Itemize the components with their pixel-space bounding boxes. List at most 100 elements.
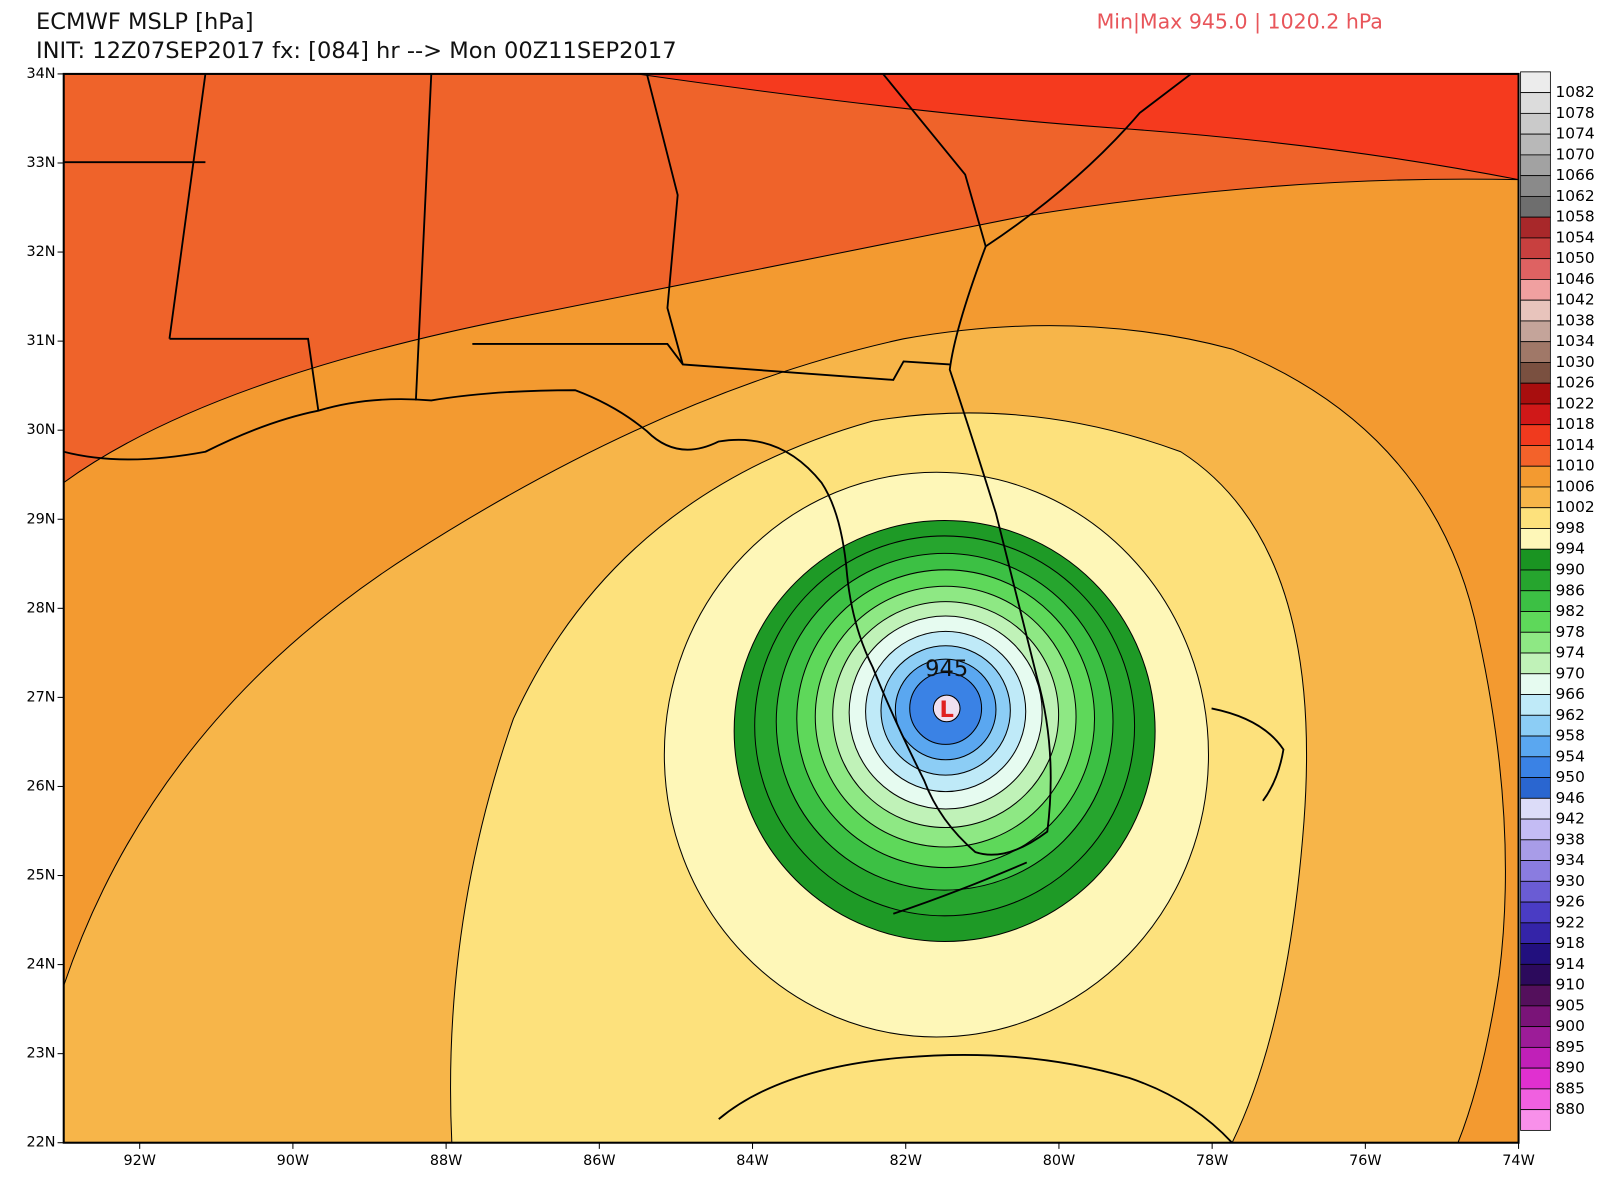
lat-label: 31N xyxy=(26,333,55,349)
colorbar-label: 1042 xyxy=(1556,291,1595,309)
colorbar-label: 1002 xyxy=(1556,498,1595,516)
colorbar-label: 1070 xyxy=(1556,145,1595,163)
colorbar-label: 990 xyxy=(1556,561,1585,579)
colorbar-label: 982 xyxy=(1556,602,1585,620)
colorbar-label: 914 xyxy=(1556,955,1585,973)
colorbar-swatch xyxy=(1520,1088,1551,1111)
colorbar-swatch xyxy=(1520,1026,1551,1048)
lat-label: 30N xyxy=(26,422,55,438)
colorbar-swatch xyxy=(1520,1046,1551,1069)
colorbar-label: 885 xyxy=(1556,1079,1585,1097)
colorbar-label: 1030 xyxy=(1556,353,1595,371)
colorbar-label: 1054 xyxy=(1556,228,1595,246)
fill-band xyxy=(932,694,961,723)
colorbar-swatch xyxy=(1520,424,1551,446)
colorbar-swatch xyxy=(1520,195,1551,218)
colorbar-label: 994 xyxy=(1556,540,1585,558)
colorbar-swatch xyxy=(1520,258,1551,280)
colorbar-swatch xyxy=(1520,341,1551,363)
colorbar-swatch xyxy=(1520,860,1551,882)
colorbar-label: 1058 xyxy=(1556,208,1595,226)
colorbar-label: 930 xyxy=(1556,872,1585,890)
colorbar-swatch xyxy=(1520,984,1551,1007)
colorbar-swatch xyxy=(1520,880,1551,903)
state-borders xyxy=(63,73,987,411)
map-title: ECMWF MSLP [hPa] xyxy=(36,9,254,35)
colorbar-swatch xyxy=(1520,922,1551,945)
colorbar-label: 954 xyxy=(1556,747,1585,765)
colorbar-label: 1062 xyxy=(1556,187,1595,205)
center-pressure-label: 945 xyxy=(925,656,968,682)
colorbar-swatch xyxy=(1520,279,1551,301)
colorbar-label: 934 xyxy=(1556,851,1585,869)
colorbar-swatch xyxy=(1520,735,1551,758)
colorbar-swatch xyxy=(1520,1005,1551,1028)
colorbar-label: 986 xyxy=(1556,581,1585,599)
lon-label: 74W xyxy=(1502,1153,1534,1169)
low-marker: L xyxy=(939,697,953,723)
colorbar-label: 1082 xyxy=(1556,83,1595,101)
colorbar-label: 978 xyxy=(1556,623,1585,641)
lon-label: 80W xyxy=(1043,1153,1075,1169)
colorbar-swatch xyxy=(1520,403,1551,426)
colorbar-label: 1074 xyxy=(1556,125,1595,143)
colorbar-swatch xyxy=(1520,528,1551,550)
colorbar-swatch xyxy=(1520,112,1551,135)
colorbar-swatch xyxy=(1520,714,1551,737)
colorbar-label: 974 xyxy=(1556,644,1585,662)
colorbar-label: 966 xyxy=(1556,685,1585,703)
colorbar-label: 1018 xyxy=(1556,415,1595,433)
colorbar-swatch xyxy=(1520,465,1551,488)
colorbar-label: 1014 xyxy=(1556,436,1595,454)
lon-label: 92W xyxy=(123,1153,155,1169)
lat-label: 25N xyxy=(26,868,55,884)
colorbar-label: 946 xyxy=(1556,789,1585,807)
colorbar-label: 998 xyxy=(1556,519,1585,537)
colorbar-label: 942 xyxy=(1556,810,1585,828)
colorbar-label: 918 xyxy=(1556,934,1585,952)
colorbar-swatch xyxy=(1520,175,1551,197)
lon-label: 86W xyxy=(583,1153,615,1169)
lat-label: 22N xyxy=(26,1135,55,1151)
colorbar-label: 910 xyxy=(1556,976,1585,994)
colorbar-label: 1050 xyxy=(1556,249,1595,267)
colorbar-label: 1066 xyxy=(1556,166,1595,184)
colorbar-swatch xyxy=(1520,652,1551,675)
colorbar-swatch xyxy=(1520,818,1551,841)
colorbar-swatch xyxy=(1520,71,1551,94)
init-line: INIT: 12Z07SEP2017 fx: [084] hr --> Mon … xyxy=(36,38,677,64)
lat-label: 24N xyxy=(26,957,55,973)
colorbar-swatch xyxy=(1520,1109,1551,1131)
colorbar-label: 1010 xyxy=(1556,457,1595,475)
colorbar-label: 890 xyxy=(1556,1059,1585,1077)
colorbar-swatch xyxy=(1520,133,1551,156)
colorbar-swatch xyxy=(1520,362,1551,384)
colorbar-swatch xyxy=(1520,320,1551,343)
colorbar-swatch xyxy=(1520,216,1551,239)
colorbar-label: 962 xyxy=(1556,706,1585,724)
colorbar-label: 895 xyxy=(1556,1038,1585,1056)
colorbar-swatch xyxy=(1520,963,1551,986)
colorbar-label: 905 xyxy=(1556,996,1585,1014)
colorbar-label: 1046 xyxy=(1556,270,1595,288)
colorbar-swatch xyxy=(1520,445,1551,467)
colorbar-swatch xyxy=(1520,756,1551,778)
lon-label: 84W xyxy=(736,1153,768,1169)
lon-label: 90W xyxy=(277,1153,309,1169)
lon-label: 88W xyxy=(430,1153,462,1169)
coastlines xyxy=(63,73,1285,1143)
colorbar-swatch xyxy=(1520,382,1551,405)
colorbar-swatch xyxy=(1520,943,1551,965)
colorbar-label: 970 xyxy=(1556,664,1585,682)
colorbar-swatch xyxy=(1520,901,1551,924)
colorbar-swatch xyxy=(1520,673,1551,695)
lat-label: 26N xyxy=(26,778,55,794)
colorbar-swatch xyxy=(1520,507,1551,529)
colorbar-swatch xyxy=(1520,548,1551,571)
lat-label: 29N xyxy=(26,511,55,527)
colorbar-swatch xyxy=(1520,299,1551,322)
colorbar-label: 900 xyxy=(1556,1017,1585,1035)
colorbar-swatch xyxy=(1520,839,1551,861)
lat-label: 28N xyxy=(26,600,55,616)
